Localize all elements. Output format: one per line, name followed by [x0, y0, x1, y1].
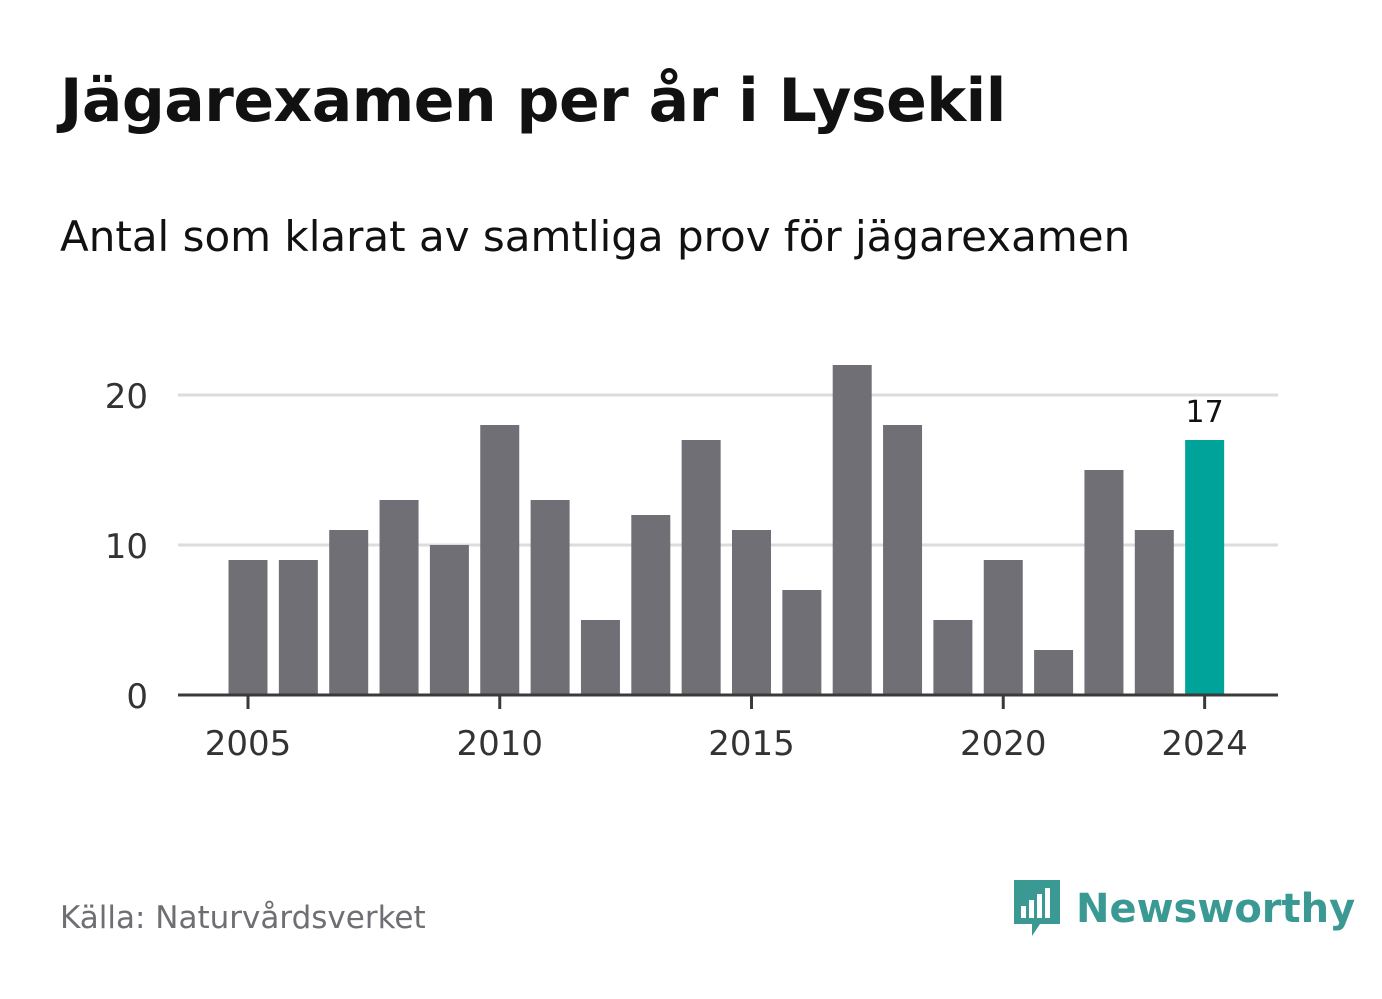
- bar-2018: [883, 425, 923, 695]
- bar-2021: [1034, 650, 1074, 695]
- brand-name: Newsworthy: [1076, 886, 1356, 932]
- newsworthy-logo: Newsworthy: [1010, 878, 1355, 940]
- bar-2007: [329, 530, 369, 695]
- y-tick-label: 20: [105, 377, 148, 417]
- bar-chart: 0 10 20 2005 2010 2015 2020 2024 17: [105, 365, 1278, 764]
- source-note: Källa: Naturvårdsverket: [60, 900, 426, 936]
- x-tick-label: 2024: [1161, 724, 1248, 764]
- bar-2011: [530, 500, 570, 695]
- bar-2017: [832, 365, 872, 695]
- bar-2005: [228, 560, 268, 695]
- bar-2008: [379, 500, 419, 695]
- bar-2019: [933, 620, 973, 695]
- bar-2020: [983, 560, 1023, 695]
- y-tick-label: 10: [105, 527, 148, 567]
- x-tick-label: 2005: [205, 724, 292, 764]
- bar-2014: [681, 440, 721, 695]
- newsworthy-logo-icon: [1014, 880, 1060, 936]
- y-tick-label: 0: [126, 677, 148, 717]
- bar-2015: [732, 530, 771, 695]
- data-label-2024: 17: [1186, 395, 1224, 430]
- bar-2024: [1185, 440, 1225, 695]
- x-tick-label: 2020: [960, 724, 1047, 764]
- x-tick-label: 2010: [456, 724, 543, 764]
- bar-2010: [480, 425, 520, 695]
- bar-2006: [278, 560, 318, 695]
- x-tick-label: 2015: [708, 724, 795, 764]
- chart-subtitle: Antal som klarat av samtliga prov för jä…: [60, 212, 1131, 261]
- bar-2022: [1084, 470, 1124, 695]
- bar-2016: [782, 590, 822, 695]
- bar-2023: [1134, 530, 1174, 695]
- bar-2013: [631, 515, 671, 695]
- bar-2012: [580, 620, 620, 695]
- chart-title: Jägarexamen per år i Lysekil: [60, 66, 1006, 136]
- bar-2009: [429, 545, 469, 695]
